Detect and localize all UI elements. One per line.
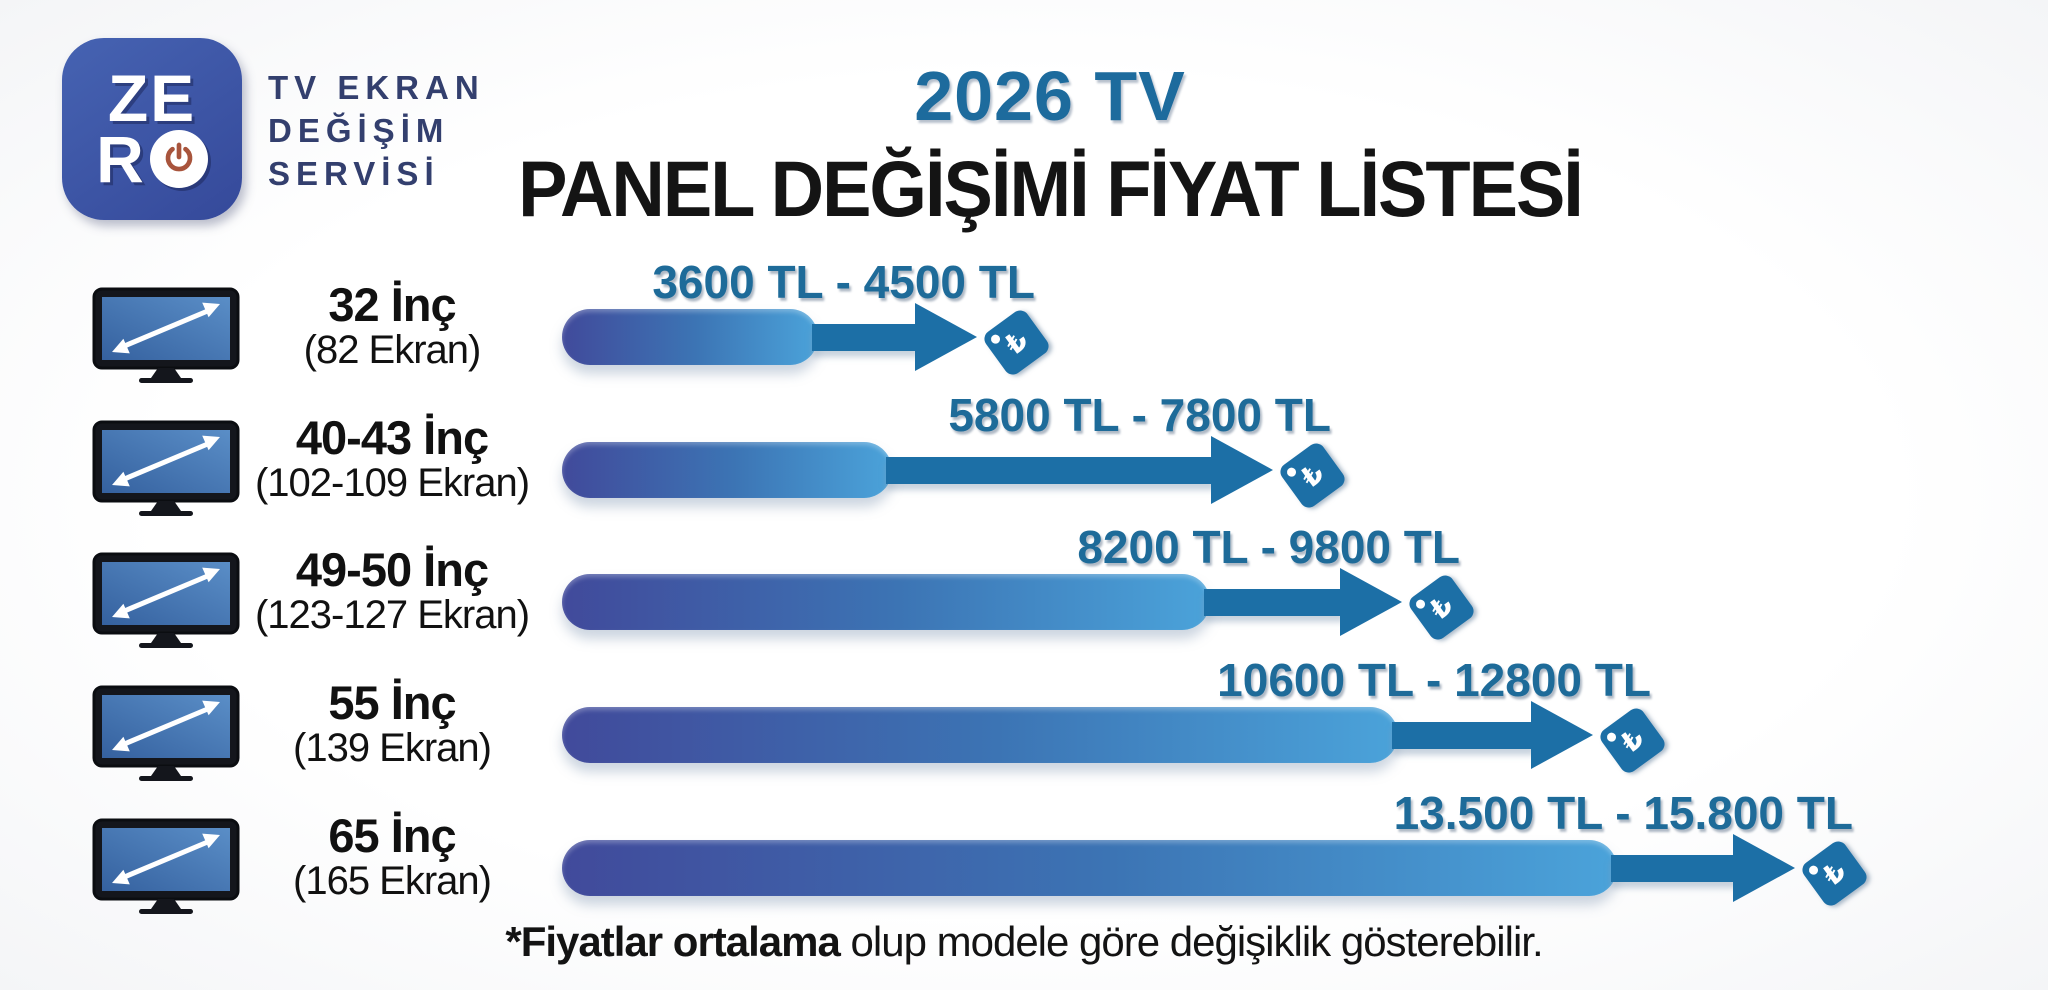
price-tag-icon: ₺	[1596, 704, 1669, 777]
bar-arrowhead-icon	[915, 303, 977, 371]
bar-pill	[562, 442, 892, 498]
size-inch: 55 İnç	[328, 676, 456, 729]
size-inch: 49-50 İnç	[295, 543, 489, 596]
price-bar: ₺	[562, 669, 1962, 801]
disclaimer-text: *Fiyatlar ortalama olup modele göre deği…	[0, 918, 2048, 966]
zero-logo: ZE R	[62, 38, 242, 220]
price-bar: ₺	[562, 536, 1962, 668]
size-label: 55 İnç (139 Ekran)	[236, 679, 548, 769]
price-bar: ₺	[562, 404, 1962, 536]
size-cm: (102-109 Ekran)	[254, 460, 530, 505]
size-label: 49-50 İnç (123-127 Ekran)	[236, 546, 548, 636]
logo-word-bottom-row: R	[96, 122, 208, 196]
lira-symbol: ₺	[1614, 721, 1651, 760]
price-range-label: 13.500 TL - 15.800 TL	[1393, 787, 1853, 839]
bar-arrowhead-icon	[1733, 834, 1795, 902]
tv-icon	[92, 287, 240, 383]
price-bar: ₺	[562, 802, 1962, 934]
price-range-label: 5800 TL - 7800 TL	[948, 389, 1331, 441]
title-main: PANEL DEĞİŞİMİ FİYAT LİSTESİ	[518, 145, 1584, 234]
price-tag-icon: ₺	[1798, 837, 1871, 910]
tv-icon	[92, 420, 240, 516]
brand-line-3: SERVİSİ	[268, 155, 440, 192]
size-label: 32 İnç (82 Ekran)	[236, 281, 548, 371]
disclaimer-regular: olup modele göre değişiklik gösterebilir…	[839, 918, 1544, 965]
bar-arrow-shaft	[1392, 722, 1535, 749]
price-row: 65 İnç (165 Ekran) 13.500 TL - 15.800 TL…	[0, 787, 2048, 934]
lira-symbol: ₺	[1294, 456, 1331, 495]
size-inch: 65 İnç	[328, 809, 456, 862]
bar-arrow-shaft	[812, 324, 919, 351]
bar-arrowhead-icon	[1340, 568, 1402, 636]
price-tag-icon: ₺	[1276, 439, 1349, 512]
bar-pill	[562, 840, 1617, 896]
bar-arrow-shaft	[886, 457, 1215, 484]
disclaimer-bold: *Fiyatlar ortalama	[505, 918, 840, 965]
tv-icon	[92, 685, 240, 781]
bar-arrow-shaft	[1204, 589, 1344, 616]
size-inch: 32 İnç	[328, 278, 456, 331]
brand-line-2: DEĞİŞİM	[268, 112, 450, 149]
price-bar: ₺	[562, 271, 1962, 403]
lira-symbol: ₺	[998, 323, 1035, 362]
size-cm: (139 Ekran)	[293, 725, 492, 770]
bar-arrow-shaft	[1611, 855, 1737, 882]
price-row: 40-43 İnç (102-109 Ekran) 5800 TL - 7800…	[0, 389, 2048, 536]
diagonal-arrow-icon	[202, 302, 220, 318]
title-year: 2026 TV	[914, 57, 1186, 135]
lira-symbol: ₺	[1423, 588, 1460, 627]
price-tag-icon: ₺	[980, 306, 1053, 379]
size-label: 65 İnç (165 Ekran)	[236, 812, 548, 902]
size-inch: 40-43 İnç	[295, 411, 489, 464]
price-tag-icon: ₺	[1405, 571, 1478, 644]
size-label: 40-43 İnç (102-109 Ekran)	[236, 414, 548, 504]
price-row: 55 İnç (139 Ekran) 10600 TL - 12800 TL ₺	[0, 654, 2048, 801]
price-range-label: 10600 TL - 12800 TL	[1217, 654, 1651, 706]
power-icon	[149, 130, 208, 189]
size-cm: (123-127 Ekran)	[254, 592, 530, 637]
tv-icon	[92, 818, 240, 914]
price-row: 49-50 İnç (123-127 Ekran) 8200 TL - 9800…	[0, 521, 2048, 668]
bar-pill	[562, 309, 818, 365]
tv-icon	[92, 552, 240, 648]
brand-line-1: TV EKRAN	[268, 69, 485, 106]
bar-pill	[562, 707, 1398, 763]
logo-letter-r: R	[96, 122, 146, 196]
size-cm: (165 Ekran)	[293, 858, 492, 903]
price-row: 32 İnç (82 Ekran) 3600 TL - 4500 TL ₺	[0, 256, 2048, 403]
lira-symbol: ₺	[1816, 854, 1853, 893]
logo-word-top: ZE	[107, 61, 197, 136]
brand-text: TV EKRAN DEĞİŞİM SERVİSİ	[268, 66, 485, 195]
bar-arrowhead-icon	[1211, 436, 1273, 504]
bar-pill	[562, 574, 1210, 630]
page-title: 2026 TV PANEL DEĞİŞİMİ FİYAT LİSTESİ	[400, 0, 1700, 233]
price-range-label: 3600 TL - 4500 TL	[652, 256, 1035, 308]
bar-arrowhead-icon	[1531, 701, 1593, 769]
price-range-label: 8200 TL - 9800 TL	[1077, 521, 1460, 573]
size-cm: (82 Ekran)	[303, 327, 482, 372]
